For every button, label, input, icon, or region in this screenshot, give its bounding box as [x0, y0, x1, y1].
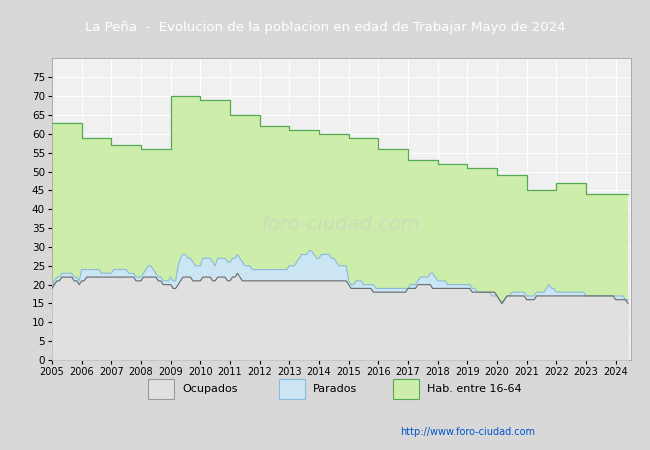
- Text: La Peña  -  Evolucion de la poblacion en edad de Trabajar Mayo de 2024: La Peña - Evolucion de la poblacion en e…: [84, 21, 566, 33]
- FancyBboxPatch shape: [280, 379, 304, 400]
- Text: foro-ciudad.com: foro-ciudad.com: [262, 215, 421, 234]
- Text: Hab. entre 16-64: Hab. entre 16-64: [427, 384, 522, 394]
- Text: Ocupados: Ocupados: [182, 384, 237, 394]
- Text: Parados: Parados: [313, 384, 358, 394]
- Text: http://www.foro-ciudad.com: http://www.foro-ciudad.com: [400, 427, 536, 437]
- FancyBboxPatch shape: [393, 379, 419, 400]
- FancyBboxPatch shape: [148, 379, 174, 400]
